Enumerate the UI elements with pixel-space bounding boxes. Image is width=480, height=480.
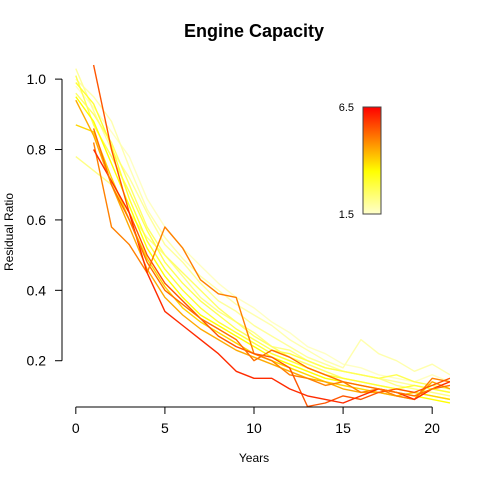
color-scale-min-label: 1.5	[339, 209, 354, 221]
color-scale-max-label: 6.5	[339, 102, 354, 114]
x-tick-label: 15	[335, 420, 351, 436]
color-legend: 6.5 1.5	[339, 102, 382, 221]
series-line-5	[75, 92, 450, 401]
series-line-3	[75, 68, 450, 394]
color-scale-bar	[362, 106, 382, 215]
y-tick-label: 0.2	[27, 353, 47, 369]
series-layer	[75, 64, 450, 408]
y-tick-label: 1.0	[27, 71, 47, 87]
series-line-12	[92, 64, 450, 408]
x-axis-title: Years	[239, 451, 269, 465]
y-axis-title: Residual Ratio	[2, 193, 16, 271]
x-tick-label: 20	[424, 420, 440, 436]
y-tick-label: 0.8	[27, 142, 47, 158]
series-line-10	[75, 99, 450, 401]
series-line-7	[75, 82, 450, 394]
y-axis: 0.2 0.4 0.6 0.8 1.0	[27, 71, 63, 369]
series-line-11	[92, 142, 450, 401]
x-tick-label: 0	[72, 420, 80, 436]
x-tick-label: 10	[246, 420, 262, 436]
series-line-2	[75, 78, 450, 376]
series-line-6	[75, 75, 450, 390]
series-line-14	[92, 128, 450, 397]
x-tick-label: 5	[161, 420, 169, 436]
y-tick-label: 0.6	[27, 212, 47, 228]
series-line-13	[92, 149, 450, 404]
series-line-9	[75, 124, 450, 401]
y-tick-label: 0.4	[27, 282, 47, 298]
x-axis: 0 5 10 15 20	[72, 406, 440, 436]
chart-title: Engine Capacity	[184, 21, 324, 41]
